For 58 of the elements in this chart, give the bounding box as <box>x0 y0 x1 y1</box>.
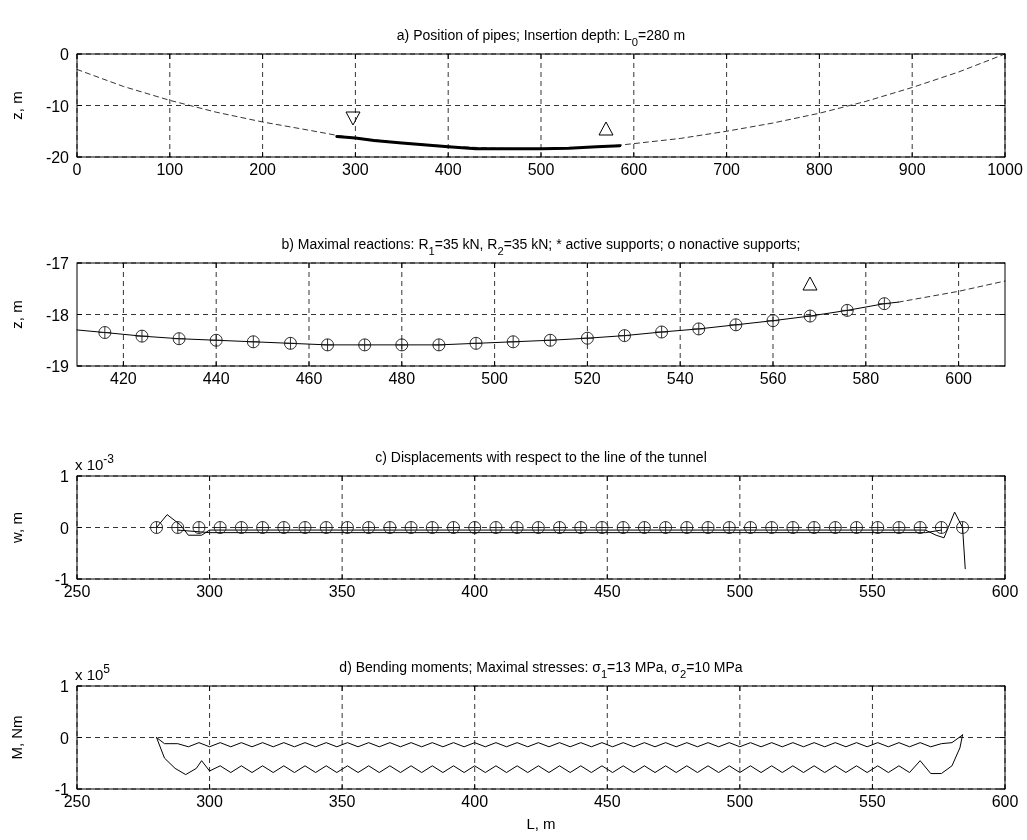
x-tick-label: 350 <box>328 793 356 810</box>
x-tick-label: 500 <box>726 793 754 810</box>
x-axis-title: L, m <box>526 815 556 832</box>
y-tick-label: -20 <box>45 149 70 166</box>
x-tick-label: 250 <box>63 583 91 600</box>
text: x 10$^{-3}$ <box>75 452 115 473</box>
x-tick-label: 450 <box>593 793 621 810</box>
y-tick-label: -10 <box>45 97 70 115</box>
x-tick-label: 300 <box>196 793 224 810</box>
x-tick-label: 600 <box>945 370 973 387</box>
x-tick-label: 100 <box>156 161 184 178</box>
x-tick-label: 400 <box>461 793 489 810</box>
x-tick-label: 420 <box>110 370 137 387</box>
x-tick-label: 400 <box>434 161 462 178</box>
text: x 10$^{5}$ <box>75 662 111 683</box>
x-tick-label: 500 <box>527 161 555 178</box>
y-tick-label: -19 <box>45 358 70 375</box>
x-tick-label: 540 <box>666 370 694 387</box>
x-tick-label: 350 <box>328 583 356 600</box>
y-tick-label: -18 <box>45 306 70 324</box>
x-tick-label: 0 <box>72 161 82 178</box>
y-axis-title: z, m <box>8 300 25 329</box>
x-tick-label: 580 <box>852 370 880 387</box>
y-tick-label: 0 <box>60 519 70 537</box>
x-tick-label: 600 <box>991 793 1019 810</box>
x-tick-label: 200 <box>249 161 277 178</box>
x-tick-label: 560 <box>759 370 787 387</box>
x-tick-label: 480 <box>388 370 416 387</box>
x-tick-label: 900 <box>898 161 926 178</box>
y-axis-title: w, m <box>8 512 25 544</box>
x-tick-label: 500 <box>726 583 754 600</box>
x-tick-label: 250 <box>63 793 91 810</box>
x-tick-label: 700 <box>713 161 741 178</box>
x-tick-label: 600 <box>620 161 648 178</box>
x-tick-label: 520 <box>574 370 601 387</box>
x-tick-label: 550 <box>859 793 886 810</box>
y-tick-label: 0 <box>60 729 70 747</box>
x-tick-label: 400 <box>461 583 489 600</box>
y-tick-label: 1 <box>60 468 70 485</box>
y-tick-label: 1 <box>60 678 70 695</box>
chart-title: a) Position of pipes; Insertion depth: L$_{0}$=280 m <box>396 27 686 48</box>
x-tick-label: 440 <box>202 370 230 387</box>
x-tick-label: 800 <box>806 161 833 178</box>
y-tick-label: -17 <box>45 255 70 272</box>
y-tick-label: 0 <box>60 46 70 63</box>
x-tick-label: 460 <box>295 370 323 387</box>
y-axis-title: M, Nm <box>8 715 25 760</box>
x-tick-label: 450 <box>593 583 621 600</box>
x-tick-label: 600 <box>991 583 1019 600</box>
x-tick-label: 1000 <box>987 161 1023 178</box>
x-tick-label: 550 <box>859 583 886 600</box>
x-tick-label: 300 <box>342 161 369 178</box>
chart-title: d) Bending moments; Maximal stresses: σ$_{1}$=13 MPa, σ$_{2}$=10 MPa <box>339 659 743 680</box>
y-axis-title: z, m <box>8 91 25 120</box>
x-tick-label: 500 <box>481 370 509 387</box>
chart-title: c) Displacements with respect to the line of the tunnel <box>375 449 707 465</box>
x-tick-label: 300 <box>196 583 224 600</box>
chart-title: b) Maximal reactions: R$_{1}$=35 kN, R$_{2}$=35 kN; * active supports; o nonactive supports; <box>281 236 801 257</box>
